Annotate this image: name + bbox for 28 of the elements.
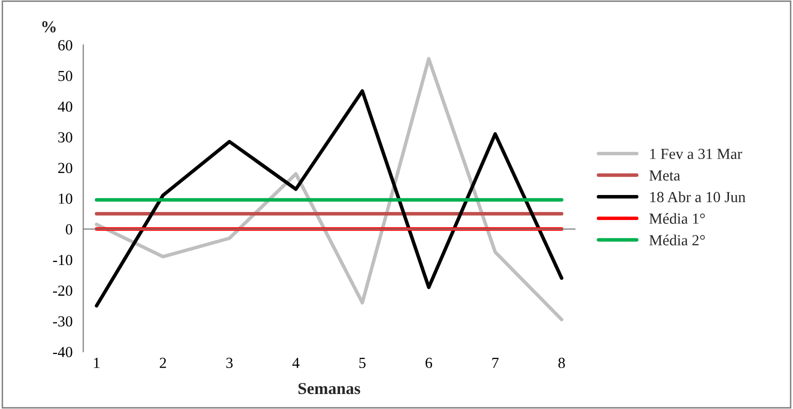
- y-tick-label: 20: [58, 162, 72, 174]
- legend-label: Meta: [649, 170, 680, 181]
- y-tick-label: -20: [53, 286, 72, 296]
- legend-label: 18 Abr a 10 Jun: [650, 191, 746, 202]
- x-tick-label: 4: [292, 358, 300, 368]
- y-tick-label: -10: [53, 254, 72, 266]
- line-series: [94, 89, 564, 308]
- x-tick-label: 5: [359, 358, 366, 368]
- y-tick-label: 10: [58, 194, 72, 204]
- y-tick-label: -40: [53, 346, 72, 358]
- y-tick-label: 40: [58, 101, 72, 112]
- x-tick-label: 2: [160, 358, 166, 368]
- x-tick-label: 6: [426, 358, 432, 368]
- legend-label: Média 1°: [649, 213, 705, 224]
- x-tick-label: 8: [558, 358, 565, 368]
- y-axis-title: %: [42, 21, 56, 32]
- line-series: [94, 57, 564, 322]
- x-axis-title: Semanas: [298, 382, 360, 394]
- x-tick-label: 1: [94, 358, 100, 368]
- y-tick-label: 50: [58, 70, 72, 82]
- legend-label: Média 2°: [649, 234, 705, 246]
- y-tick-label: 60: [58, 40, 72, 50]
- legend-label: 1 Fev a 31 Mar: [650, 148, 742, 160]
- y-tick-label: -30: [53, 316, 72, 327]
- y-tick-label: 30: [58, 132, 72, 142]
- y-tick-label: 0: [66, 224, 72, 234]
- x-tick-label: 7: [492, 358, 499, 368]
- x-tick-label: 3: [226, 358, 233, 368]
